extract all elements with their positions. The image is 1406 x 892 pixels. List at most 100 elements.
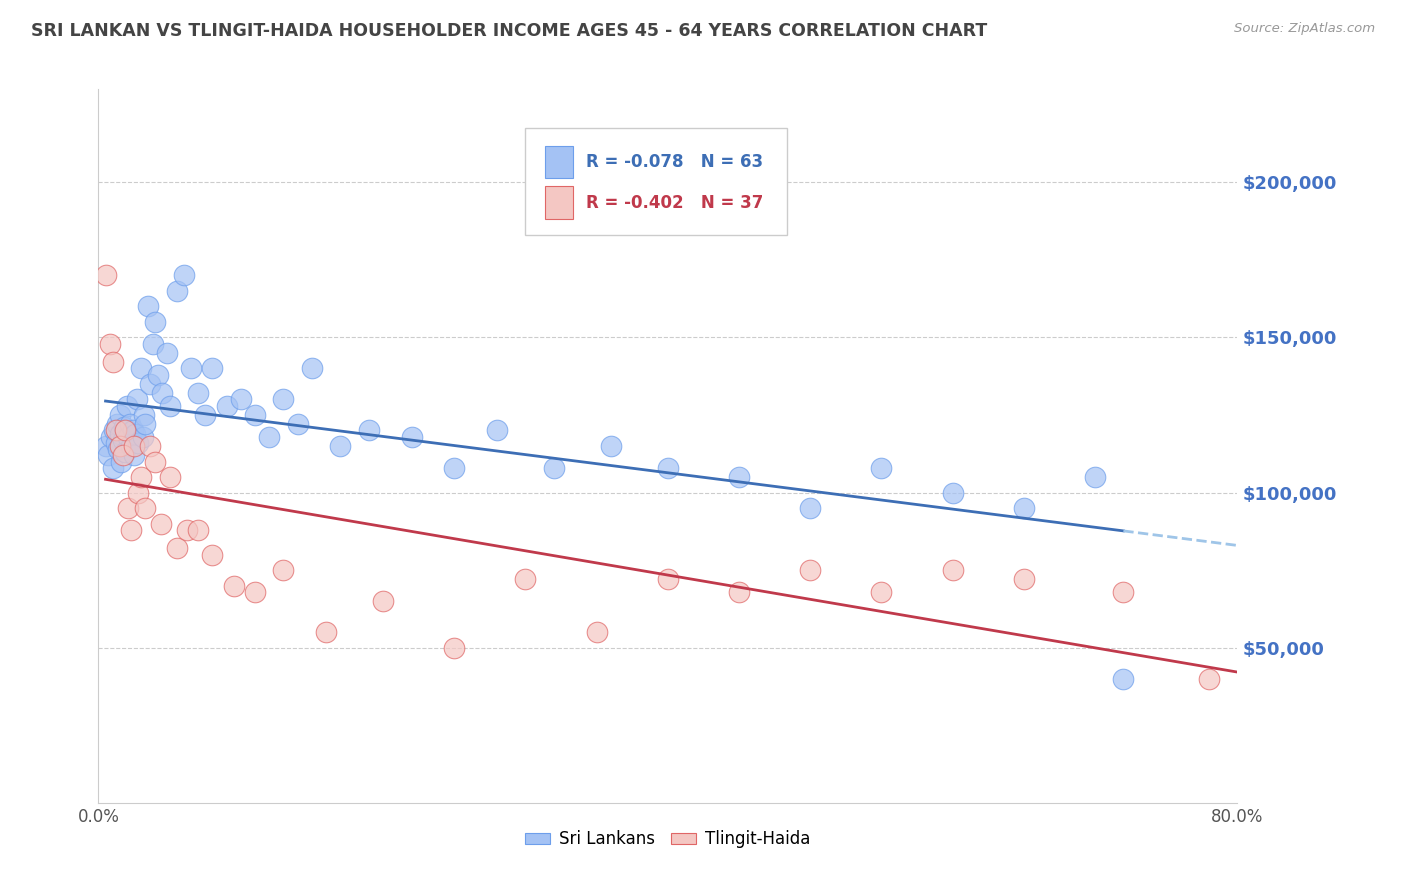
Point [870, 584, 893, 599]
Point [112, 420, 135, 434]
Point [543, 460, 565, 475]
Point [357, 424, 380, 438]
Point [108, 408, 131, 422]
Point [315, 625, 337, 640]
Point [942, 563, 965, 577]
Point [145, 315, 167, 329]
Point [132, 408, 155, 422]
Point [97, 448, 120, 462]
Point [187, 386, 209, 401]
Point [114, 445, 136, 459]
Point [101, 460, 124, 475]
Point [201, 548, 224, 562]
Point [105, 417, 128, 432]
Point [156, 346, 179, 360]
Point [180, 361, 202, 376]
Point [799, 501, 821, 516]
Point [114, 424, 136, 438]
Point [104, 424, 127, 438]
Point [120, 523, 142, 537]
Point [1112, 584, 1135, 599]
Point [134, 501, 156, 516]
Point [152, 386, 174, 401]
Point [122, 439, 145, 453]
Point [145, 454, 167, 468]
Point [127, 436, 149, 450]
Point [173, 268, 195, 283]
Point [273, 392, 295, 407]
Point [103, 424, 125, 438]
Point [129, 470, 152, 484]
Point [104, 436, 127, 450]
Point [657, 460, 679, 475]
Point [515, 573, 537, 587]
Point [728, 470, 751, 484]
Point [799, 563, 821, 577]
Point [870, 460, 893, 475]
Text: R = -0.078   N = 63: R = -0.078 N = 63 [586, 153, 763, 171]
Point [110, 454, 132, 468]
Point [136, 299, 159, 313]
Point [942, 485, 965, 500]
Point [129, 361, 152, 376]
Point [287, 417, 309, 432]
Point [94, 268, 117, 283]
Point [600, 439, 623, 453]
Point [657, 573, 679, 587]
Point [111, 448, 134, 462]
Point [120, 439, 142, 453]
Point [373, 594, 395, 608]
Point [118, 417, 141, 432]
Bar [546, 145, 574, 178]
Point [1112, 672, 1135, 686]
Point [150, 516, 173, 531]
Point [486, 424, 509, 438]
Point [401, 430, 423, 444]
Point [121, 424, 143, 438]
Point [108, 426, 131, 441]
Point [117, 430, 139, 444]
FancyBboxPatch shape [526, 128, 787, 235]
Bar [546, 186, 574, 219]
Point [138, 439, 160, 453]
Point [101, 355, 124, 369]
Point [728, 584, 751, 599]
Point [243, 408, 266, 422]
Point [301, 361, 323, 376]
Point [273, 563, 295, 577]
Point [176, 523, 198, 537]
Point [443, 460, 465, 475]
Point [131, 430, 153, 444]
Point [159, 399, 181, 413]
Point [215, 399, 238, 413]
Point [98, 336, 121, 351]
Text: R = -0.402   N = 37: R = -0.402 N = 37 [586, 194, 763, 211]
Legend: Sri Lankans, Tlingit-Haida: Sri Lankans, Tlingit-Haida [519, 824, 817, 855]
Point [187, 523, 209, 537]
Point [243, 584, 266, 599]
Point [138, 376, 160, 391]
Point [111, 433, 134, 447]
Point [141, 336, 163, 351]
Point [1084, 470, 1107, 484]
Point [194, 408, 217, 422]
Point [100, 430, 122, 444]
Point [94, 439, 117, 453]
Point [229, 392, 252, 407]
Point [1012, 573, 1035, 587]
Point [122, 448, 145, 462]
Point [159, 470, 181, 484]
Point [124, 426, 146, 441]
Point [107, 442, 129, 456]
Point [125, 392, 148, 407]
Point [1198, 672, 1220, 686]
Point [166, 284, 188, 298]
Point [127, 485, 149, 500]
Point [201, 361, 224, 376]
Point [259, 430, 281, 444]
Point [117, 501, 139, 516]
Point [329, 439, 352, 453]
Text: SRI LANKAN VS TLINGIT-HAIDA HOUSEHOLDER INCOME AGES 45 - 64 YEARS CORRELATION CH: SRI LANKAN VS TLINGIT-HAIDA HOUSEHOLDER … [31, 22, 987, 40]
Point [166, 541, 188, 556]
Point [134, 417, 156, 432]
